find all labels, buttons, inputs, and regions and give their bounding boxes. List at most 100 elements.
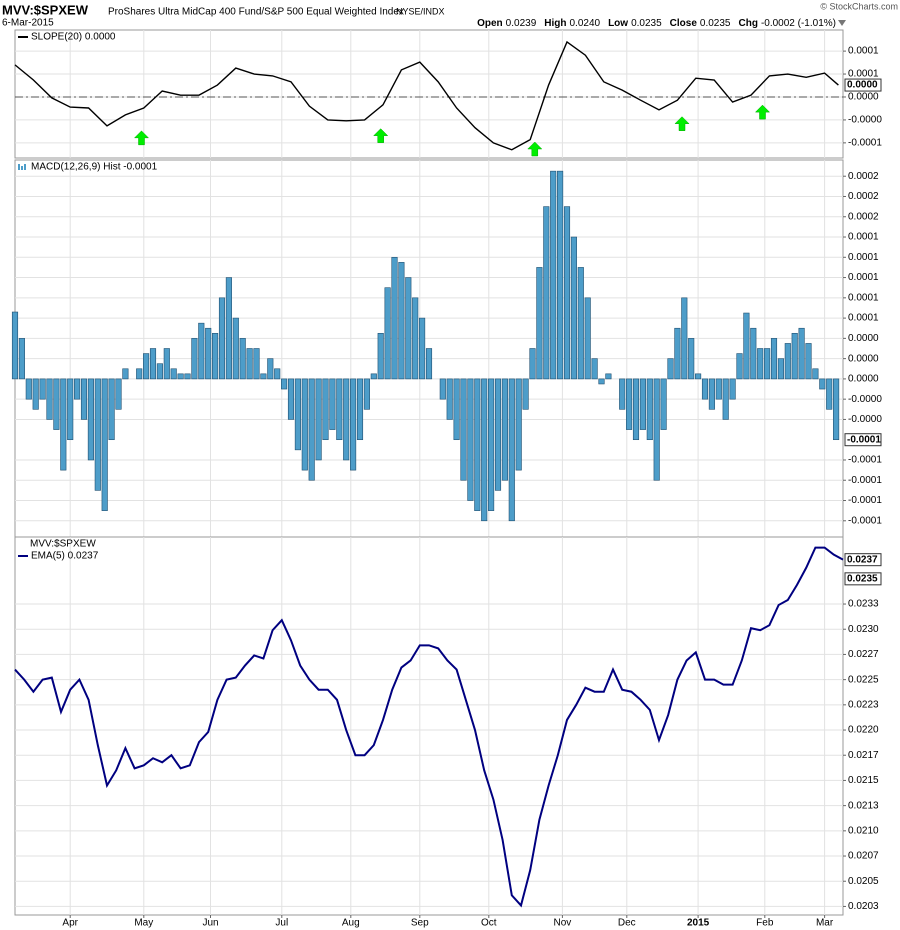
hist-bar [218, 297, 226, 380]
x-tick-label: 2015 [687, 918, 710, 929]
hist-bar [274, 368, 281, 380]
hist-bar [94, 378, 101, 491]
hist-bar [605, 373, 612, 380]
hist-bar [177, 373, 184, 380]
hist-bar [750, 327, 757, 380]
signal-arrow [133, 130, 150, 146]
hist-bar [764, 348, 771, 380]
hist-bar [494, 378, 502, 491]
hist-bar [80, 378, 88, 420]
signal-arrow [373, 128, 389, 143]
x-tick-label: Jun [202, 918, 218, 929]
hist-bar [32, 378, 39, 410]
hist-bar [39, 378, 46, 400]
hist-bar [287, 378, 295, 420]
legend-icon [24, 164, 26, 170]
hist-bar [18, 338, 25, 380]
hist-bar [508, 378, 515, 522]
hist-bar [529, 348, 536, 380]
hist-bar [467, 378, 474, 501]
hist-bar [225, 277, 232, 380]
hist-bar [87, 378, 94, 461]
signal-arrow [754, 104, 771, 120]
y-tick-label: 0.0230 [848, 624, 879, 635]
y-tick-label: 0.0001 [848, 69, 879, 80]
hist-bar [591, 358, 598, 380]
hist-bar [191, 338, 198, 380]
hist-bar [156, 363, 163, 380]
hist-bar [619, 378, 626, 410]
hist-bar [667, 358, 674, 380]
y-tick-label: -0.0001 [848, 475, 882, 486]
hist-bar [356, 378, 364, 441]
y-tick-label: -0.0001 [848, 455, 882, 466]
hist-bar [115, 378, 122, 410]
y-tick-label: 0.0002 [848, 171, 879, 182]
hist-bar [833, 378, 840, 441]
stat-value: -0.0002 (-1.01%) [761, 18, 836, 29]
hist-bar [460, 378, 467, 481]
hist-bar [267, 358, 274, 380]
stat-value: 0.0235 [700, 18, 731, 29]
stat-label: Open [477, 18, 503, 29]
hist-bar [384, 287, 391, 380]
hist-bar [557, 170, 564, 380]
hist-bar [101, 378, 108, 511]
hist-bar [522, 378, 529, 410]
hist-bar [729, 378, 736, 400]
x-tick-label: Aug [342, 918, 360, 929]
x-tick-label: May [134, 918, 153, 929]
x-tick-label: Dec [618, 918, 636, 929]
hist-bar [253, 348, 260, 380]
x-tick-label: Jul [275, 918, 288, 929]
last-value-box [844, 433, 882, 447]
y-tick-label: -0.0000 [848, 115, 882, 126]
x-tick-label: Nov [554, 918, 572, 929]
hist-bar [419, 317, 426, 380]
exchange: NYSE/INDX [396, 6, 445, 16]
hist-bar [136, 368, 143, 380]
hist-bar [322, 378, 329, 441]
hist-bar [798, 327, 805, 380]
series-line [14, 546, 844, 908]
hist-bar [343, 378, 350, 461]
y-tick-label: 0.0220 [848, 725, 879, 736]
hist-bar [198, 322, 205, 380]
hist-bar [398, 262, 405, 380]
y-tick-label: -0.0001 [848, 495, 882, 506]
y-tick-label: 0.0000 [848, 333, 879, 344]
y-tick-label: 0.0002 [848, 211, 879, 222]
source: © StockCharts.com [820, 1, 898, 11]
hist-bar [715, 378, 722, 400]
hist-bar [122, 368, 129, 380]
hist-bar [53, 378, 60, 430]
y-tick-label: 0.0002 [848, 191, 879, 202]
last-value-label: 0.0235 [847, 573, 878, 584]
hist-bar [688, 338, 695, 380]
stat-value: 0.0239 [506, 18, 537, 29]
hist-bar [232, 317, 239, 380]
y-tick-label: -0.0001 [848, 138, 882, 149]
y-tick-label: 0.0001 [848, 252, 879, 263]
hist-bar [736, 353, 743, 380]
hist-bar [391, 256, 398, 380]
hist-bar [819, 378, 826, 390]
last-value-box [844, 572, 882, 586]
x-tick-label: Feb [756, 918, 774, 929]
hist-bar [315, 378, 322, 461]
y-tick-label: 0.0233 [848, 599, 879, 610]
legend-label: EMA(5) 0.0237 [31, 551, 99, 562]
stat-value: 0.0235 [631, 18, 662, 29]
hist-bar [563, 206, 571, 380]
y-tick-label: 0.0207 [848, 851, 879, 862]
last-value-label: -0.0001 [847, 434, 881, 445]
hist-bar [598, 378, 605, 385]
hist-bar [329, 378, 336, 430]
hist-bar [626, 378, 633, 430]
hist-bar [660, 378, 667, 430]
hist-bar [67, 378, 74, 441]
hist-bar [501, 378, 508, 481]
description: ProShares Ultra MidCap 400 Fund/S&P 500 … [108, 7, 404, 18]
y-tick-label: -0.0001 [848, 515, 882, 526]
